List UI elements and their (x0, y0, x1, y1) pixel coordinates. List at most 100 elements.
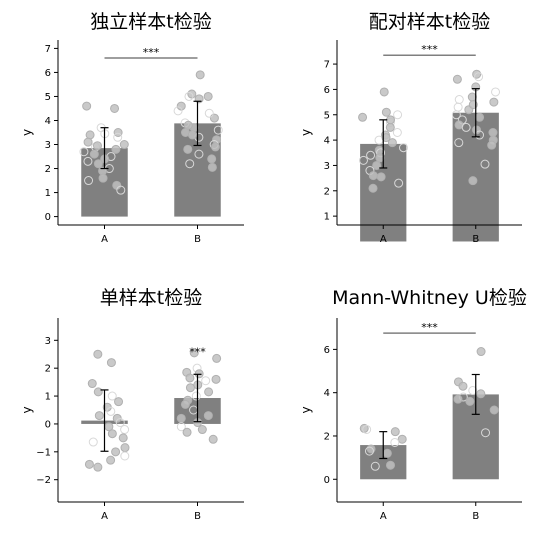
x-tick-label: A (380, 511, 387, 522)
y-axis-label: y (20, 129, 34, 136)
data-point-A (393, 110, 403, 120)
data-point-B (480, 159, 490, 169)
data-point-A (394, 178, 404, 188)
data-point-A (397, 434, 407, 444)
data-point-A (83, 156, 93, 166)
data-point-B (204, 387, 214, 397)
data-point-A (93, 462, 103, 472)
data-point-B (472, 125, 482, 135)
data-point-A (370, 461, 380, 471)
data-point-A (82, 101, 92, 111)
y-tick-label: 6 (324, 345, 330, 356)
x-tick-label: B (472, 234, 479, 245)
y-tick-label: −1 (36, 447, 51, 458)
y-axis-label: y (299, 129, 313, 136)
y-tick-label: 4 (324, 388, 330, 399)
data-point-B (212, 135, 222, 145)
y-tick-label: 3 (45, 336, 51, 347)
chart-title: 独立样本t检验 (90, 11, 211, 33)
data-point-B (173, 106, 183, 116)
data-point-B (467, 92, 477, 102)
data-point-B (489, 405, 499, 415)
data-point-B (203, 91, 213, 101)
data-point-A (366, 150, 376, 160)
data-point-A (372, 160, 382, 170)
y-tick-label: 6 (45, 68, 51, 79)
data-point-A (379, 87, 389, 97)
data-point-A (107, 391, 117, 401)
data-point-A (381, 133, 391, 143)
chart-panel-2: 配对样本t检验 *** 1 2 3 4 5 6 7 A By (299, 11, 522, 245)
data-point-A (386, 115, 396, 125)
data-point-B (453, 394, 463, 404)
data-point-A (376, 172, 386, 182)
data-point-B (191, 391, 201, 401)
data-point-A (115, 418, 125, 428)
data-point-A (84, 176, 94, 186)
data-point-B (195, 70, 205, 80)
data-point-B (176, 422, 186, 432)
data-point-B (176, 413, 186, 423)
x-tick-label: B (472, 511, 479, 522)
data-point-B (474, 72, 484, 82)
data-point-A (110, 103, 120, 113)
data-point-A (390, 437, 400, 447)
y-tick-label: 1 (45, 392, 51, 403)
data-point-A (94, 411, 104, 421)
data-point-A (381, 107, 391, 117)
data-point-B (465, 396, 475, 406)
chart-panel-1: 独立样本t检验 *** 0 1 2 3 4 5 6 7 A By (20, 11, 244, 245)
y-tick-label: 7 (45, 44, 51, 55)
data-point-A (98, 173, 108, 183)
data-point-B (180, 399, 190, 409)
data-point-A (385, 460, 395, 470)
data-point-A (362, 424, 372, 434)
data-point-B (454, 95, 464, 105)
y-tick-label: 0 (324, 475, 330, 486)
y-tick-label: 0 (45, 419, 51, 430)
y-tick-label: 3 (45, 140, 51, 151)
data-point-A (358, 112, 368, 122)
data-point-B (488, 128, 498, 137)
y-tick-label: 5 (45, 92, 51, 103)
y-tick-label: 2 (324, 431, 330, 442)
data-point-A (120, 443, 130, 453)
data-point-A (92, 141, 102, 151)
data-point-A (119, 140, 129, 150)
data-point-A (93, 387, 103, 397)
significance-label: *** (189, 345, 206, 358)
chart-panel-4: Mann-Whitney U检验 *** 0 2 4 6 A By (299, 287, 527, 522)
x-tick-label: B (194, 234, 201, 245)
data-point-A (106, 455, 116, 465)
data-point-A (375, 153, 385, 163)
data-point-A (84, 459, 94, 469)
data-point-B (185, 373, 195, 383)
x-tick-label: A (101, 234, 108, 245)
data-point-B (452, 74, 462, 84)
data-point-A (113, 128, 123, 137)
data-point-A (398, 143, 408, 153)
chart-title: Mann-Whitney U检验 (332, 287, 527, 309)
y-tick-label: 5 (324, 110, 330, 121)
data-point-A (112, 180, 122, 190)
data-point-B (197, 425, 207, 435)
data-point-B (481, 428, 491, 438)
y-tick-label: 1 (324, 212, 330, 223)
significance-label: *** (421, 321, 438, 334)
data-point-B (183, 120, 193, 130)
data-point-B (208, 434, 218, 444)
significance-label: *** (421, 43, 438, 56)
data-point-A (385, 122, 395, 132)
y-axis-label: y (20, 406, 34, 413)
data-point-B (458, 381, 468, 391)
y-tick-label: 4 (324, 136, 330, 147)
chart-panel-3: 单样本t检验 *** −2 −1 0 1 2 3 A By (20, 287, 244, 522)
data-point-A (93, 349, 103, 359)
chart-title: 配对样本t检验 (369, 11, 490, 33)
data-point-B (212, 353, 222, 363)
y-tick-label: −2 (36, 475, 51, 486)
data-point-B (491, 87, 501, 97)
data-point-A (118, 433, 128, 443)
data-point-B (201, 376, 211, 386)
